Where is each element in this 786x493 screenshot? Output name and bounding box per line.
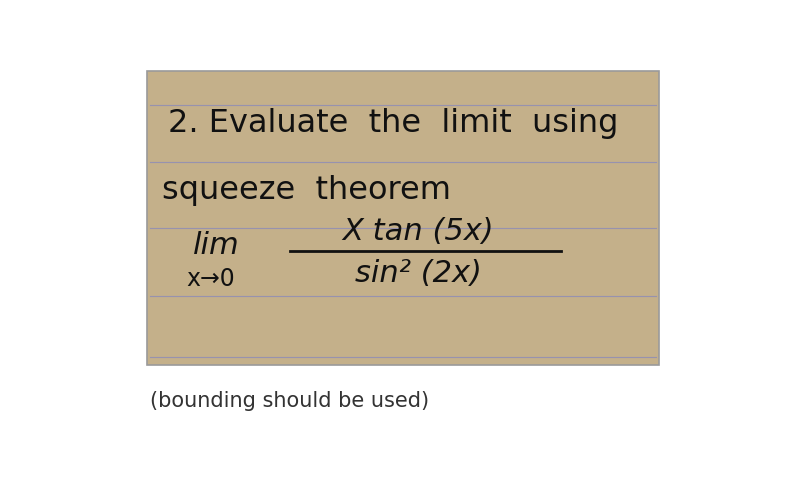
Text: X tan (5x): X tan (5x) bbox=[342, 217, 494, 246]
Text: lim: lim bbox=[193, 231, 240, 260]
Text: squeeze  theorem: squeeze theorem bbox=[162, 175, 451, 206]
Text: x→0: x→0 bbox=[186, 267, 235, 291]
FancyBboxPatch shape bbox=[147, 70, 659, 365]
Text: 2. Evaluate  the  limit  using: 2. Evaluate the limit using bbox=[168, 108, 619, 139]
Text: sin² (2x): sin² (2x) bbox=[354, 259, 482, 288]
Text: (bounding should be used): (bounding should be used) bbox=[150, 391, 429, 411]
